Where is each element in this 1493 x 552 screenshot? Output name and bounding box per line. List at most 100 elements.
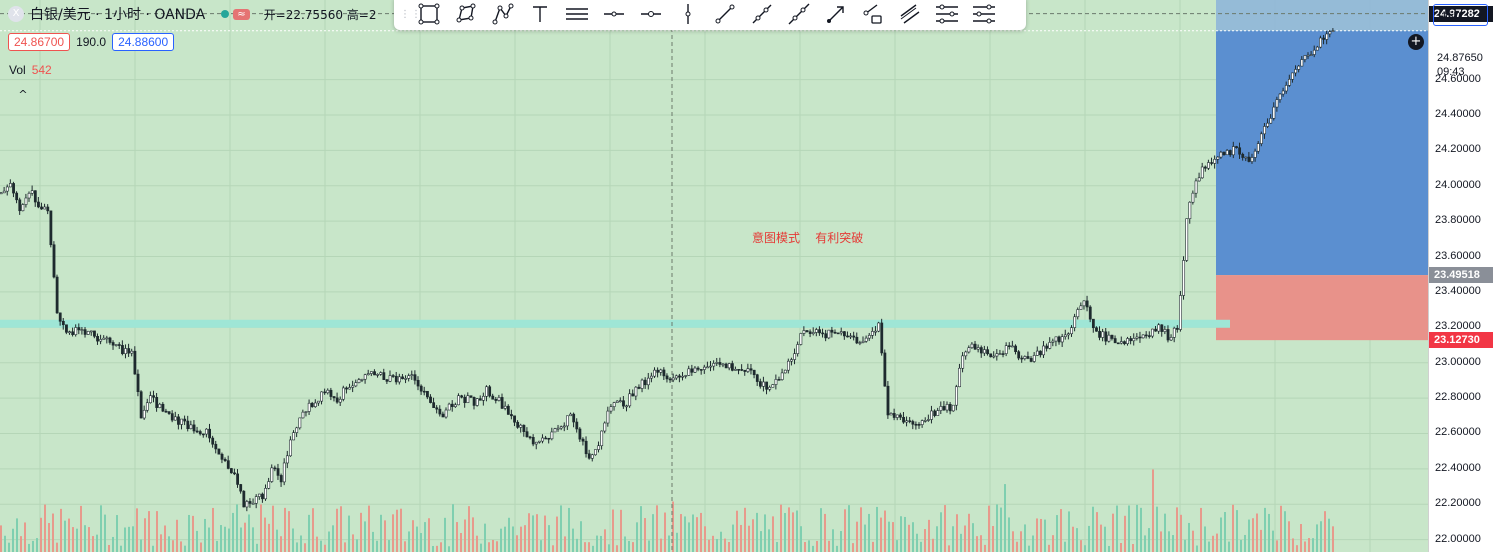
candle-body <box>752 369 756 376</box>
volume-bar <box>728 542 730 552</box>
candle-body <box>886 385 890 416</box>
candle-body <box>743 369 747 372</box>
candle-body <box>208 428 211 439</box>
volume-bar <box>112 536 114 552</box>
volume-bar <box>1160 531 1162 552</box>
currency-select[interactable]: USD ▾ <box>1433 4 1488 26</box>
info-line-tool-button[interactable] <box>854 0 891 28</box>
volume-bar <box>944 505 946 552</box>
candle-body <box>706 366 709 369</box>
candle-body <box>257 493 261 497</box>
volume-bar <box>1284 511 1286 552</box>
volume-bar <box>180 541 182 552</box>
candle-body <box>622 400 625 407</box>
volume-bar <box>60 508 62 552</box>
volume-bar <box>888 521 890 552</box>
volume-bar <box>184 545 186 552</box>
horizontal-ray-tool-button[interactable] <box>632 0 669 28</box>
arrow-tool-button[interactable] <box>817 0 854 28</box>
candle-body <box>712 363 716 367</box>
volume-bar <box>568 507 570 552</box>
candle-body <box>1275 99 1279 108</box>
bid-price[interactable]: 24.86700 <box>8 33 71 51</box>
parallel-channel-tool-button[interactable] <box>891 0 928 28</box>
volume-bar <box>1064 541 1066 552</box>
horizontal-line-tool-button[interactable] <box>595 0 632 28</box>
candle-body <box>1135 336 1139 339</box>
ask-price[interactable]: 24.88600 <box>112 33 175 51</box>
volume-bar <box>1156 506 1158 552</box>
path-tool-button[interactable] <box>484 0 521 28</box>
candle-body <box>429 396 432 403</box>
candle-body <box>49 210 53 246</box>
candle-body <box>976 347 980 350</box>
symbol-title[interactable]: 白银/美元 · 1小时 · OANDA <box>30 7 206 23</box>
polygon-tool-button[interactable] <box>447 0 484 28</box>
candle-body <box>951 404 955 412</box>
candle-body <box>102 337 106 340</box>
volume-bar <box>196 530 198 552</box>
trend-line-tool-button[interactable] <box>706 0 743 28</box>
candle-body <box>1175 327 1179 330</box>
volume-bar <box>796 510 798 552</box>
volume-legend[interactable]: Vol 542 <box>9 63 52 77</box>
horizontal-lines-tool-button[interactable] <box>558 0 595 28</box>
rectangle-tool-button[interactable] <box>410 0 447 28</box>
candle-body <box>942 406 946 411</box>
volume-bar <box>900 516 902 552</box>
ray-tool-button[interactable] <box>743 0 780 28</box>
candle-body <box>650 375 653 379</box>
volume-bar <box>232 512 234 552</box>
volume-bar <box>380 514 382 552</box>
candle-body <box>1023 356 1027 360</box>
candle-body <box>385 379 389 382</box>
candle-body <box>264 488 268 500</box>
volume-bar <box>1120 543 1122 552</box>
drag-handle-icon[interactable]: ⋮⋮ <box>400 8 422 20</box>
volume-bar <box>136 508 138 552</box>
chart-area[interactable]: 意图模式 有利突破 <box>0 0 1428 552</box>
candle-body <box>1284 85 1288 92</box>
candle-body <box>606 410 610 424</box>
drawing-toolbar[interactable]: ⋮⋮ <box>394 0 1026 30</box>
vertical-line-tool-button[interactable] <box>669 0 706 28</box>
volume-bar <box>1244 534 1246 552</box>
candle-body <box>1172 327 1176 338</box>
volume-bar <box>1060 509 1062 552</box>
add-alert-button[interactable]: + <box>1408 34 1424 50</box>
volume-bar <box>468 506 470 552</box>
candle-body <box>1169 337 1173 341</box>
volume-bar <box>1228 541 1230 552</box>
candle-body <box>628 393 632 407</box>
candle-body <box>970 343 974 348</box>
volume-bar <box>908 524 910 552</box>
extended-line-tool-button[interactable] <box>780 0 817 28</box>
pitchfork-tool-button[interactable] <box>965 0 1002 28</box>
ray-icon <box>752 4 771 24</box>
price-axis[interactable]: 24.87650 09:43 22.00000 22.20000 22.40000 2… <box>1428 0 1493 552</box>
candle-body <box>830 329 834 333</box>
volume-bar <box>348 515 350 552</box>
data-status-badge[interactable]: ≈ <box>233 8 250 20</box>
candle-body <box>730 363 734 371</box>
candle-body <box>9 183 12 188</box>
fib-retracement-tool-button[interactable] <box>928 0 965 28</box>
candle-body <box>27 192 31 199</box>
volume-bar <box>48 523 50 552</box>
candle-body <box>1007 345 1011 347</box>
collapse-legend-button[interactable]: ^ <box>18 88 28 101</box>
candle-body <box>799 333 803 345</box>
volume-bar <box>972 523 974 552</box>
price-chart[interactable] <box>0 0 1428 552</box>
candle-body <box>1011 345 1014 348</box>
candle-body <box>475 398 479 406</box>
candle-body <box>902 416 905 423</box>
symbol-header[interactable]: X 白银/美元 · 1小时 · OANDA ≈ 开=22.75560 高=2 <box>8 4 376 24</box>
text-tool-button[interactable] <box>521 0 558 28</box>
candle-body <box>214 443 218 450</box>
volume-bar <box>552 545 554 552</box>
horizontal-ray-icon <box>640 11 661 17</box>
volume-bar <box>1012 531 1014 552</box>
volume-bar <box>160 534 162 552</box>
volume-bar <box>360 512 362 552</box>
